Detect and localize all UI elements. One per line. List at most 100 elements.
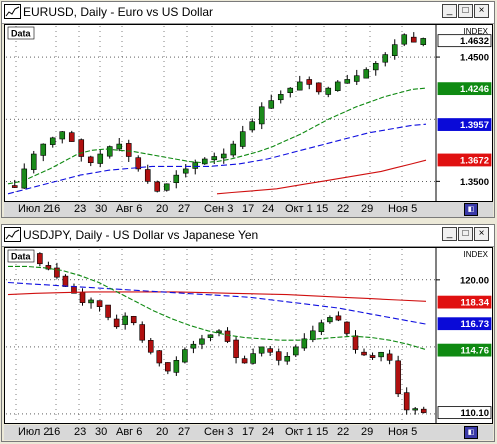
time-axis-label: 22 xyxy=(337,203,350,215)
price-label-text: 1.4246 xyxy=(460,84,489,95)
index-label: INDEX xyxy=(464,250,489,259)
indicator-badge-icon[interactable]: ◧ xyxy=(464,203,478,216)
close-button[interactable]: × xyxy=(474,227,489,241)
time-axis-label: 16 xyxy=(48,426,61,438)
moving-average-slow xyxy=(216,159,427,195)
candle xyxy=(412,407,419,415)
candle xyxy=(344,321,350,337)
candle-body xyxy=(78,139,85,157)
candle xyxy=(410,32,417,43)
candle-body xyxy=(412,408,419,411)
candle-body xyxy=(344,79,351,84)
candle-body xyxy=(325,87,332,95)
candle-body xyxy=(420,408,427,413)
candle-body xyxy=(301,338,308,349)
minimize-button[interactable]: _ xyxy=(442,227,457,241)
candle xyxy=(207,334,214,342)
time-axis-label: Июл 2 xyxy=(18,426,50,438)
candle-body xyxy=(292,346,299,356)
candle xyxy=(403,387,410,415)
candle-body xyxy=(105,304,111,318)
candle xyxy=(144,164,151,184)
candle xyxy=(258,346,265,357)
candle-body xyxy=(125,143,132,157)
candle xyxy=(163,183,170,192)
candle-body xyxy=(277,94,284,101)
time-axis-label: 17 xyxy=(242,203,255,215)
minimize-button[interactable]: _ xyxy=(442,4,457,18)
eurusd-title-bar[interactable]: EURUSD, Daily - Euro vs US Dollar _ □ × xyxy=(2,2,494,24)
candle-body xyxy=(327,317,333,323)
eurusd-chart-window[interactable]: EURUSD, Daily - Euro vs US Dollar _ □ × … xyxy=(1,1,495,218)
candle xyxy=(401,33,408,47)
candle xyxy=(369,352,376,360)
candle-body xyxy=(147,340,154,353)
candle xyxy=(59,131,66,144)
candle xyxy=(37,252,43,267)
candle xyxy=(301,333,308,351)
candle-body xyxy=(106,146,113,157)
candle xyxy=(249,118,256,133)
candle-body xyxy=(250,353,256,364)
candle xyxy=(258,102,265,130)
candle xyxy=(30,150,37,174)
usdjpy-chart-window[interactable]: USDJPY, Daily - US Dollar vs Japanese Ye… xyxy=(1,224,495,442)
price-label-text: 1.3500 xyxy=(460,177,489,188)
plot-frame xyxy=(4,247,493,424)
price-label: 118.34 xyxy=(437,295,492,309)
candle-body xyxy=(116,143,123,150)
candle-body xyxy=(163,183,170,191)
usdjpy-plot-area[interactable]: Data INDEX 120.00 118.34 116.73 114.76 110.10 xyxy=(4,247,493,424)
chart-window-icon xyxy=(4,4,21,19)
candle-body xyxy=(216,330,222,333)
candle-body xyxy=(192,162,199,169)
time-axis-label: Авг 6 xyxy=(116,203,143,215)
candle xyxy=(233,336,239,364)
candle xyxy=(391,39,398,60)
price-label: 120.00 xyxy=(436,275,489,286)
time-axis-label: 27 xyxy=(178,203,191,215)
price-label-text: 118.34 xyxy=(460,298,489,309)
candle-body xyxy=(310,330,316,341)
maximize-button[interactable]: □ xyxy=(458,227,473,241)
candle-body xyxy=(40,143,47,156)
candle-body xyxy=(334,81,341,91)
candle xyxy=(190,340,197,354)
candle xyxy=(130,315,137,326)
candle xyxy=(335,311,342,322)
close-button[interactable]: × xyxy=(474,4,489,18)
candle-body xyxy=(59,131,66,140)
candle xyxy=(173,356,180,376)
candle xyxy=(250,348,256,365)
price-label-text: 1.4632 xyxy=(460,36,489,47)
candle xyxy=(353,69,360,85)
candle-body xyxy=(363,69,370,79)
indicator-badge-icon[interactable]: ◧ xyxy=(464,426,478,439)
candle xyxy=(113,314,120,329)
candle xyxy=(173,170,180,189)
maximize-button[interactable]: □ xyxy=(458,4,473,18)
time-axis-label: 22 xyxy=(337,426,350,438)
candle xyxy=(325,86,332,98)
price-label-text: 1.3957 xyxy=(460,120,489,131)
time-axis-label: 29 xyxy=(361,426,374,438)
usdjpy-title-bar[interactable]: USDJPY, Daily - US Dollar vs Japanese Ye… xyxy=(2,225,494,247)
candle xyxy=(327,315,333,324)
candle xyxy=(21,163,28,189)
candle-body xyxy=(144,169,151,182)
time-axis-label: 29 xyxy=(361,203,374,215)
moving-average-fast xyxy=(7,87,427,185)
candle-body xyxy=(224,330,231,342)
candle xyxy=(97,149,104,168)
candle-body xyxy=(296,81,303,91)
candle-body xyxy=(211,156,218,161)
candle-body xyxy=(97,153,104,164)
candle xyxy=(139,321,146,343)
candle-body xyxy=(391,44,398,56)
candle-body xyxy=(130,316,137,324)
candle xyxy=(49,136,56,148)
window-title: EURUSD, Daily - Euro vs US Dollar xyxy=(23,5,214,19)
candle-body xyxy=(207,334,214,338)
candle-body xyxy=(420,38,427,45)
